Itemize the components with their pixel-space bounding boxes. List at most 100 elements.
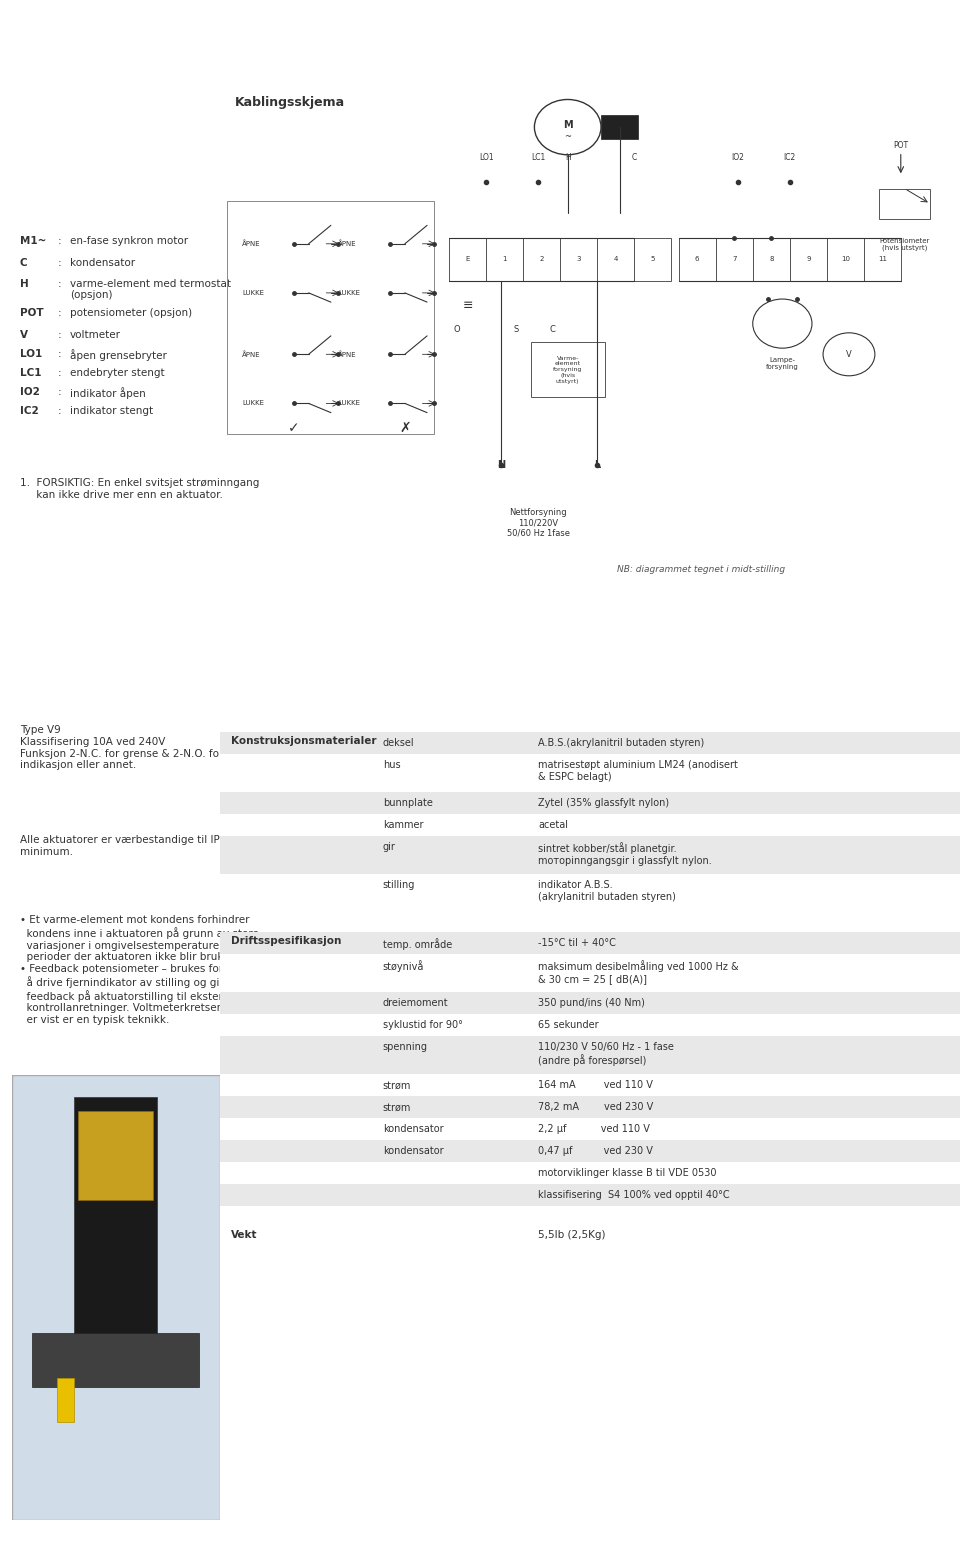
Text: O: O — [453, 326, 460, 335]
Text: :: : — [58, 330, 61, 340]
Text: 2: 2 — [540, 256, 544, 262]
Text: Varme-
element
forsyning
(hvis
utstyrt): Varme- element forsyning (hvis utstyrt) — [553, 355, 583, 383]
Bar — [220, 874, 960, 911]
Text: voltmeter: voltmeter — [70, 330, 121, 340]
Text: kammer: kammer — [383, 820, 423, 830]
Text: kondensator: kondensator — [70, 257, 135, 268]
Bar — [531, 343, 605, 397]
Text: 5,5lb (2,5Kg): 5,5lb (2,5Kg) — [539, 1229, 606, 1240]
Bar — [220, 992, 960, 1014]
Text: A.B.S.(akrylanitril butaden styren): A.B.S.(akrylanitril butaden styren) — [539, 738, 705, 748]
Text: indikator stengt: indikator stengt — [70, 407, 153, 416]
Text: 4: 4 — [613, 256, 618, 262]
Text: temp. område: temp. område — [383, 938, 452, 950]
Text: ✓: ✓ — [288, 421, 300, 435]
Text: 5: 5 — [651, 256, 655, 262]
Text: IO2: IO2 — [20, 386, 39, 397]
Text: en-fase synkron motor: en-fase synkron motor — [70, 237, 188, 246]
Text: V: V — [846, 351, 852, 358]
Text: 164 mA         ved 110 V: 164 mA ved 110 V — [539, 1080, 653, 1091]
Text: IC2: IC2 — [20, 407, 38, 416]
Text: LUKKE: LUKKE — [338, 400, 360, 407]
Text: deksel: deksel — [383, 738, 415, 748]
Text: L: L — [594, 460, 600, 471]
Bar — [74, 1097, 157, 1341]
Text: åpen grensebryter: åpen grensebryter — [70, 349, 167, 360]
Text: C: C — [550, 326, 556, 335]
Text: Merknader: Merknader — [20, 453, 87, 464]
Text: 1.  FORSIKTIG: En enkel svitsjet strøminngang
     kan ikke drive mer enn en akt: 1. FORSIKTIG: En enkel svitsjet strøminn… — [20, 478, 259, 500]
Bar — [220, 932, 960, 953]
Text: Størrelse 003: Størrelse 003 — [238, 41, 340, 55]
Text: LUKKE: LUKKE — [338, 290, 360, 296]
Text: 7: 7 — [732, 256, 736, 262]
Bar — [220, 1073, 960, 1095]
Text: 0,47 µf          ved 230 V: 0,47 µf ved 230 V — [539, 1147, 653, 1156]
Bar — [33, 1334, 199, 1387]
Bar — [78, 1111, 154, 1200]
Bar — [827, 238, 864, 280]
Text: motorviklinger klasse B til VDE 0530: motorviklinger klasse B til VDE 0530 — [539, 1168, 716, 1178]
Text: H: H — [20, 279, 29, 288]
Text: 6: 6 — [695, 256, 700, 262]
Bar — [487, 238, 523, 280]
Bar — [220, 754, 960, 791]
Bar — [220, 791, 960, 813]
Circle shape — [753, 299, 812, 347]
Text: V: V — [20, 330, 28, 340]
Bar — [523, 238, 561, 280]
Text: :: : — [58, 407, 61, 416]
Text: POT: POT — [893, 142, 908, 150]
Text: strøm: strøm — [383, 1080, 411, 1091]
Text: M: M — [563, 120, 572, 131]
Text: E: E — [466, 256, 470, 262]
Bar — [220, 1162, 960, 1184]
Text: NB: diagrammet tegnet i midt-stilling: NB: diagrammet tegnet i midt-stilling — [617, 564, 785, 573]
Text: Kablingsskjema: Kablingsskjema — [20, 209, 118, 220]
Bar — [220, 1095, 960, 1119]
Text: 11: 11 — [877, 256, 887, 262]
Text: POT: POT — [20, 308, 43, 318]
Bar — [753, 238, 790, 280]
Text: 65 sekunder: 65 sekunder — [539, 1020, 599, 1030]
Text: :: : — [58, 237, 61, 246]
Text: Type V9
Klassifisering 10A ved 240V
Funksjon 2-N.C. for grense & 2-N.O. for
indi: Type V9 Klassifisering 10A ved 240V Funk… — [20, 726, 224, 770]
Text: bunnplate: bunnplate — [383, 798, 433, 809]
Text: 78,2 mA        ved 230 V: 78,2 mA ved 230 V — [539, 1102, 654, 1112]
Text: sintret kobber/stål planetgir.
moторinngangsgir i glassfylt nylon.: sintret kobber/stål planetgir. moторinng… — [539, 843, 712, 866]
Text: Opsjoner: Opsjoner — [20, 893, 76, 902]
Text: Tekniske spesifikasjoner: Tekniske spesifikasjoner — [231, 703, 384, 714]
Text: indikator A.B.S.
(akrylanitril butaden styren): indikator A.B.S. (akrylanitril butaden s… — [539, 880, 676, 902]
Text: :: : — [58, 386, 61, 397]
Text: 8: 8 — [769, 256, 774, 262]
Circle shape — [535, 100, 601, 154]
Text: N: N — [497, 460, 505, 471]
Text: kondensator: kondensator — [383, 1125, 444, 1134]
Text: maksimum desibelmåling ved 1000 Hz &
& 30 cm = 25 [ dB(A)]: maksimum desibelmåling ved 1000 Hz & & 3… — [539, 960, 739, 983]
Text: EPI elektriske aktuatorer figur 777/778: EPI elektriske aktuatorer figur 777/778 — [238, 23, 667, 44]
Text: IC2: IC2 — [783, 153, 796, 162]
Text: 110/230 V 50/60 Hz - 1 fase
(andre på forespørsel): 110/230 V 50/60 Hz - 1 fase (andre på fo… — [539, 1042, 674, 1066]
Text: :: : — [58, 279, 61, 288]
Text: Potensiometer
(hvis utstyrt): Potensiometer (hvis utstyrt) — [879, 238, 929, 251]
Text: Vekt: Vekt — [231, 1229, 257, 1240]
Text: LO1: LO1 — [20, 349, 42, 358]
Text: ÅPNE: ÅPNE — [242, 240, 261, 248]
Text: potensiometer (opsjon): potensiometer (opsjon) — [70, 308, 192, 318]
Text: acetal: acetal — [539, 820, 568, 830]
Bar — [716, 238, 753, 280]
Text: ÅPNE: ÅPNE — [338, 240, 357, 248]
Text: Konstruksjonsmaterialer: Konstruksjonsmaterialer — [231, 735, 376, 746]
Text: • Et varme-element mot kondens forhindrer
  kondens inne i aktuatoren på grunn a: • Et varme-element mot kondens forhindre… — [20, 915, 259, 1025]
Bar — [220, 813, 960, 837]
Bar — [449, 238, 487, 280]
Text: ✗: ✗ — [399, 421, 411, 435]
Text: 2,2 µf           ved 110 V: 2,2 µf ved 110 V — [539, 1125, 650, 1134]
Text: -15°C til + 40°C: -15°C til + 40°C — [539, 938, 616, 949]
Bar — [220, 1014, 960, 1036]
Text: hus: hus — [383, 760, 400, 770]
Bar — [601, 115, 638, 139]
Text: 10: 10 — [841, 256, 850, 262]
Text: 9: 9 — [806, 256, 810, 262]
Text: matrisestøpt aluminium LM24 (anodisert
& ESPC belagt): matrisestøpt aluminium LM24 (anodisert &… — [539, 760, 738, 782]
